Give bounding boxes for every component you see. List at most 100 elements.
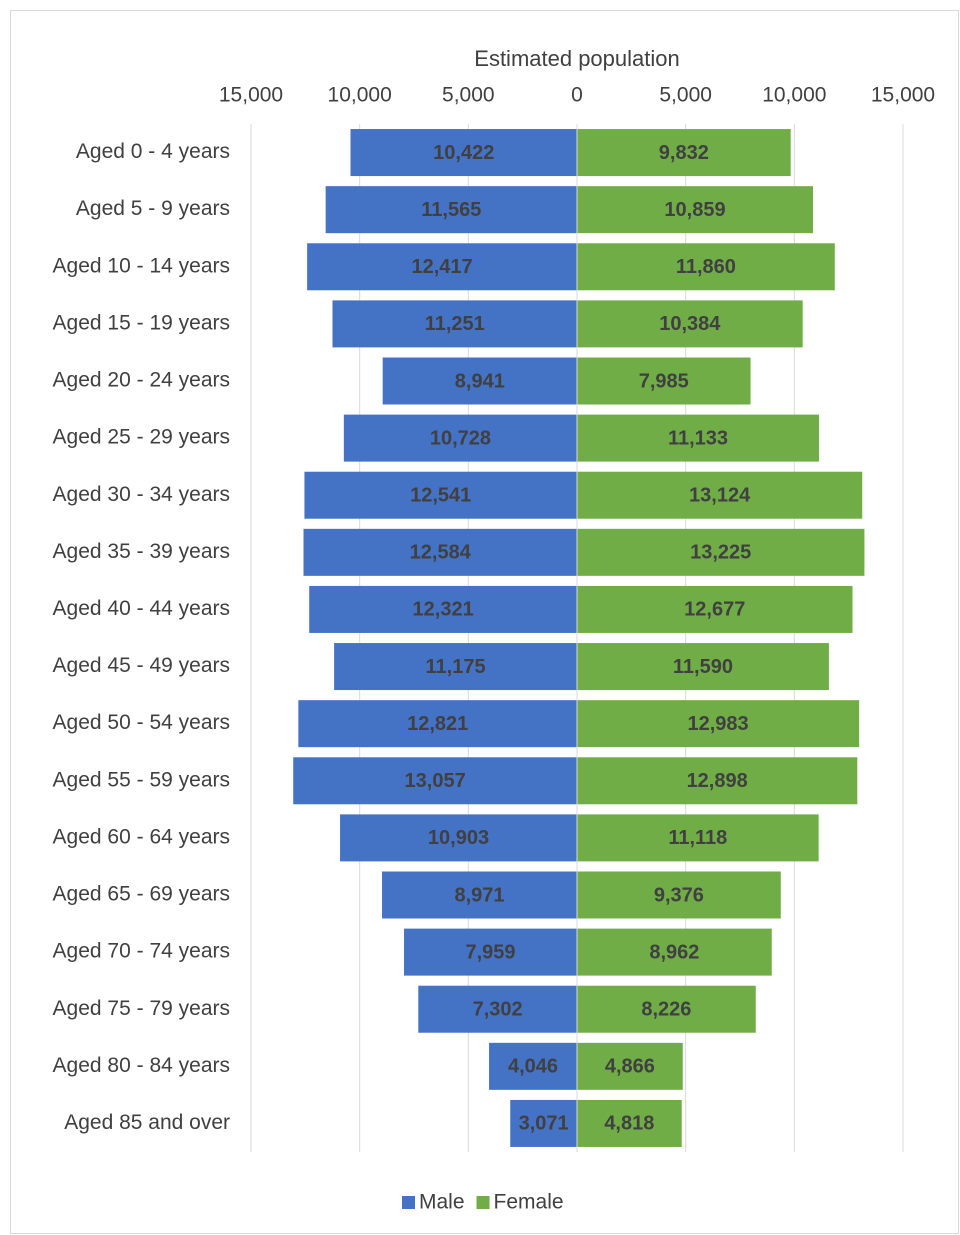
data-label: 4,046 — [508, 1056, 558, 1078]
bar — [577, 700, 860, 748]
data-label: 10,859 — [664, 199, 725, 221]
y-tick-label: Aged 70 - 74 years — [53, 940, 230, 963]
bar — [343, 414, 577, 462]
bar — [577, 814, 819, 862]
data-label: 7,985 — [639, 370, 689, 392]
data-label: 7,302 — [473, 999, 523, 1021]
bar — [577, 528, 865, 576]
bar — [577, 357, 751, 405]
bar — [293, 757, 577, 805]
data-label: 10,903 — [428, 827, 489, 849]
y-tick-label: Aged 45 - 49 years — [53, 654, 230, 677]
x-tick-label: 10,000 — [328, 84, 392, 107]
bar — [418, 985, 577, 1033]
data-label: 8,962 — [649, 941, 699, 963]
data-label: 12,541 — [410, 485, 471, 507]
data-label: 11,251 — [425, 313, 485, 335]
y-tick-label: Aged 5 - 9 years — [76, 197, 230, 220]
y-tick-label: Aged 75 - 79 years — [53, 997, 230, 1020]
bar — [577, 871, 781, 919]
bar — [577, 643, 829, 691]
y-tick-label: Aged 80 - 84 years — [53, 1054, 230, 1077]
bar — [332, 300, 577, 348]
data-label: 12,898 — [687, 770, 748, 792]
bar — [325, 186, 577, 234]
bar — [404, 928, 577, 976]
y-tick-label: Aged 25 - 29 years — [53, 426, 230, 449]
y-tick-label: Aged 55 - 59 years — [53, 768, 230, 791]
bar — [303, 528, 577, 576]
data-label: 13,057 — [405, 770, 466, 792]
x-tick-label: 0 — [571, 84, 583, 107]
y-tick-label: Aged 10 - 14 years — [53, 254, 230, 277]
bar — [382, 871, 577, 919]
bar — [577, 414, 819, 462]
bar — [577, 757, 858, 805]
data-label: 7,959 — [465, 941, 515, 963]
bar — [307, 243, 577, 291]
bar — [577, 585, 853, 633]
legend-label: Male — [419, 1191, 465, 1214]
data-label: 9,376 — [654, 884, 704, 906]
y-tick-label: Aged 50 - 54 years — [53, 711, 230, 734]
data-label: 4,818 — [604, 1113, 654, 1135]
bar — [577, 1099, 682, 1147]
data-label: 10,384 — [659, 313, 721, 335]
data-label: 12,417 — [411, 256, 472, 278]
bar — [298, 700, 577, 748]
data-label: 12,321 — [413, 599, 474, 621]
bar — [340, 814, 577, 862]
data-label: 11,133 — [668, 427, 728, 449]
bar — [309, 585, 577, 633]
y-tick-label: Aged 60 - 64 years — [53, 825, 230, 848]
y-tick-label: Aged 40 - 44 years — [53, 597, 230, 620]
data-label: 10,422 — [433, 142, 494, 164]
x-tick-label: 5,000 — [442, 84, 495, 107]
y-tick-label: Aged 65 - 69 years — [53, 883, 230, 906]
data-label: 13,124 — [689, 485, 751, 507]
bar — [577, 471, 863, 519]
data-label: 8,971 — [454, 884, 504, 906]
data-label: 11,118 — [668, 827, 727, 849]
bar — [577, 129, 791, 177]
data-label: 13,225 — [690, 542, 751, 564]
data-label: 8,941 — [455, 370, 505, 392]
bar — [577, 186, 814, 234]
bar — [304, 471, 577, 519]
bar — [350, 129, 577, 177]
bar — [489, 1042, 577, 1090]
y-tick-label: Aged 85 and over — [64, 1111, 230, 1134]
data-label: 12,677 — [684, 599, 745, 621]
y-tick-label: Aged 0 - 4 years — [76, 140, 230, 163]
data-label: 11,175 — [426, 656, 486, 678]
legend-swatch — [476, 1196, 490, 1209]
x-tick-label: 5,000 — [659, 84, 712, 107]
y-tick-label: Aged 15 - 19 years — [53, 311, 230, 334]
x-tick-label: 15,000 — [871, 84, 935, 107]
data-label: 12,821 — [407, 713, 468, 735]
legend-swatch — [402, 1196, 415, 1209]
data-label: 8,226 — [641, 999, 691, 1021]
legend-label: Female — [494, 1191, 564, 1214]
data-label: 9,832 — [659, 142, 709, 164]
bar — [510, 1099, 577, 1147]
data-label: 12,983 — [687, 713, 748, 735]
bar — [577, 985, 756, 1033]
bar — [577, 243, 835, 291]
x-tick-label: 15,000 — [219, 84, 283, 107]
data-label: 12,584 — [410, 542, 472, 564]
x-tick-label: 10,000 — [762, 84, 826, 107]
y-tick-label: Aged 20 - 24 years — [53, 369, 230, 392]
data-label: 10,728 — [430, 427, 491, 449]
data-label: 11,565 — [421, 199, 481, 221]
data-label: 11,590 — [673, 656, 733, 678]
axis-title: Estimated population — [474, 46, 679, 71]
chart-border — [10, 10, 959, 1234]
bar — [334, 643, 577, 691]
y-tick-label: Aged 30 - 34 years — [53, 483, 230, 506]
data-label: 3,071 — [519, 1113, 569, 1135]
bar — [577, 300, 803, 348]
data-label: 11,860 — [676, 256, 736, 278]
bar — [577, 1042, 683, 1090]
